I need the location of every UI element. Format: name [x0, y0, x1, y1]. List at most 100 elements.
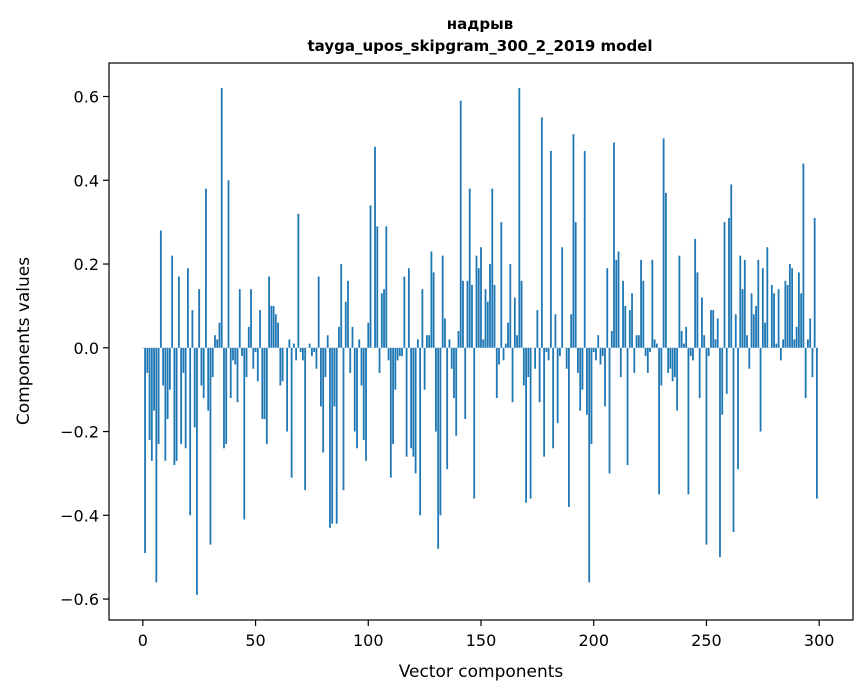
bar-272 — [755, 305, 757, 348]
bar-53 — [261, 347, 264, 419]
bar-230 — [660, 347, 663, 386]
bar-241 — [685, 326, 688, 348]
y-tick-label: 0.2 — [74, 255, 99, 274]
bar-43 — [238, 289, 241, 348]
bar-150 — [480, 247, 482, 348]
bar-271 — [752, 314, 755, 348]
bar-98 — [362, 347, 365, 440]
y-tick-label: −0.2 — [60, 423, 99, 442]
bar-96 — [358, 339, 361, 348]
bar-145 — [468, 188, 471, 348]
bar-185 — [559, 347, 561, 357]
bar-191 — [572, 134, 575, 348]
bar-175 — [536, 310, 539, 348]
bar-80 — [322, 347, 325, 453]
bar-188 — [565, 347, 568, 369]
bar-105 — [378, 347, 381, 373]
bar-133 — [441, 255, 444, 348]
bar-52 — [259, 310, 261, 348]
x-tick-label: 100 — [353, 631, 384, 650]
bar-141 — [459, 100, 462, 348]
bar-213 — [622, 280, 624, 348]
bar-227 — [653, 339, 656, 348]
bar-201 — [595, 347, 597, 361]
bar-229 — [658, 347, 661, 495]
bar-289 — [793, 339, 796, 348]
bar-2 — [146, 347, 149, 373]
bar-57 — [270, 305, 273, 348]
bar-125 — [423, 347, 426, 390]
bar-108 — [385, 226, 388, 348]
bar-11 — [166, 347, 169, 419]
bar-202 — [597, 335, 600, 348]
bar-193 — [577, 347, 579, 373]
bar-31 — [211, 347, 214, 378]
bar-151 — [482, 339, 485, 348]
bar-69 — [297, 213, 300, 348]
bar-71 — [301, 347, 304, 361]
bar-163 — [509, 264, 512, 348]
bar-206 — [606, 268, 609, 348]
bar-131 — [437, 347, 440, 549]
bar-81 — [324, 347, 327, 378]
bar-248 — [701, 297, 703, 348]
bar-34 — [218, 322, 221, 348]
bar-172 — [529, 347, 532, 499]
bar-177 — [540, 117, 543, 348]
bar-168 — [520, 280, 523, 348]
bar-251 — [707, 347, 710, 357]
x-tick-label: 0 — [138, 631, 148, 650]
bar-160 — [502, 347, 505, 361]
y-axis-ticks: −0.6 −0.4 −0.2 0.0 0.2 0.4 0.6 — [60, 88, 109, 609]
bar-179 — [545, 347, 548, 352]
bar-142 — [462, 280, 464, 348]
bar-268 — [746, 335, 748, 348]
bar-234 — [669, 347, 672, 369]
bar-20 — [187, 268, 189, 348]
bar-226 — [651, 259, 654, 348]
bar-99 — [365, 347, 367, 461]
bar-116 — [403, 276, 406, 348]
bar-60 — [277, 322, 279, 348]
bar-137 — [450, 347, 453, 369]
bar-287 — [788, 264, 791, 348]
bar-261 — [730, 184, 733, 348]
bar-85 — [333, 347, 336, 407]
chart-subtitle: tayga_upos_skipgram_300_2_2019 model — [308, 37, 653, 55]
bar-35 — [220, 88, 223, 348]
bar-113 — [396, 347, 399, 361]
bar-37 — [225, 347, 228, 445]
bar-286 — [786, 284, 789, 348]
bar-216 — [628, 310, 631, 348]
bar-14 — [173, 347, 176, 466]
bar-47 — [247, 326, 250, 348]
bar-282 — [777, 289, 780, 348]
bar-166 — [516, 335, 518, 348]
bar-7 — [157, 347, 160, 445]
bar-157 — [495, 347, 498, 399]
bar-189 — [568, 347, 570, 507]
bar-264 — [737, 347, 739, 470]
bar-195 — [581, 347, 584, 390]
bar-253 — [712, 310, 715, 348]
bar-68 — [295, 347, 298, 361]
bar-44 — [241, 347, 243, 357]
bar-258 — [723, 222, 726, 348]
bar-76 — [313, 347, 316, 352]
bar-183 — [554, 314, 557, 348]
bar-153 — [486, 301, 489, 348]
bar-223 — [644, 347, 647, 357]
bar-214 — [624, 305, 627, 348]
bar-210 — [615, 259, 618, 348]
bar-136 — [448, 339, 451, 348]
bar-130 — [435, 347, 437, 432]
bar-220 — [637, 335, 640, 348]
bar-65 — [288, 339, 291, 348]
bar-158 — [498, 347, 500, 365]
y-tick-label: −0.6 — [60, 590, 99, 609]
bar-97 — [360, 347, 363, 386]
bar-115 — [401, 347, 403, 357]
bar-42 — [236, 347, 239, 403]
bar-181 — [549, 150, 552, 348]
bar-167 — [518, 88, 521, 348]
